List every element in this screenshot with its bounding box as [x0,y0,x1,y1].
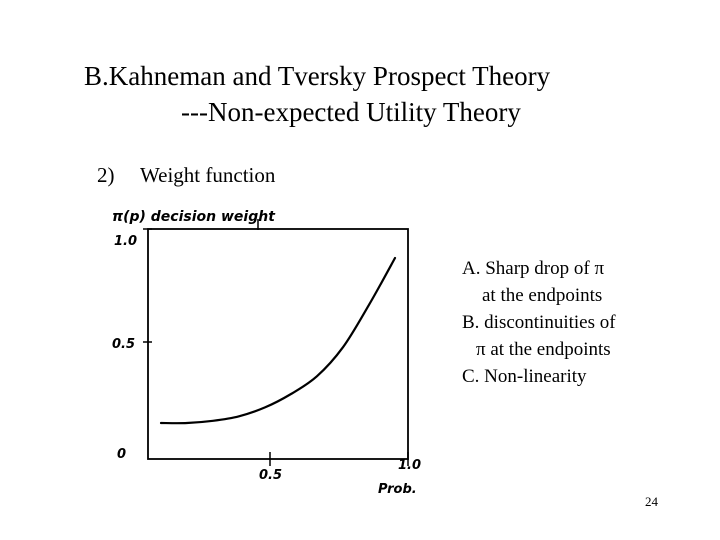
y-tick-label-0: 0 [117,447,126,462]
x-axis-label: Prob. [378,482,417,497]
slide-subtitle: ---Non-expected Utility Theory [181,97,521,127]
x-tick-label-1: 1.0 [398,458,421,473]
note-c-line1: C. Non-linearity [462,366,587,387]
note-b-line1: B. discontinuities of [462,312,616,333]
section-heading: 2) Weight function [97,163,275,188]
note-a-line1: A. Sharp drop of π [462,258,605,279]
y-tick-label-1: 1.0 [114,234,137,249]
y-tick-label-0-5: 0.5 [112,337,135,352]
section-number: 2) [97,163,115,187]
note-b-line2: π at the endpoints [476,339,611,360]
notes-list: A. Sharp drop of π at the endpoints B. d… [462,255,616,390]
page-number: 24 [645,494,658,509]
chart-title: π(p) decision weight [112,209,276,225]
plot-frame [147,228,409,460]
note-a-line2: at the endpoints [482,285,603,306]
weight-curve [159,256,397,425]
x-tick-label-0-5: 0.5 [259,468,282,483]
slide-title: B.Kahneman and Tversky Prospect Theory [84,61,551,91]
section-label: Weight function [140,163,276,187]
